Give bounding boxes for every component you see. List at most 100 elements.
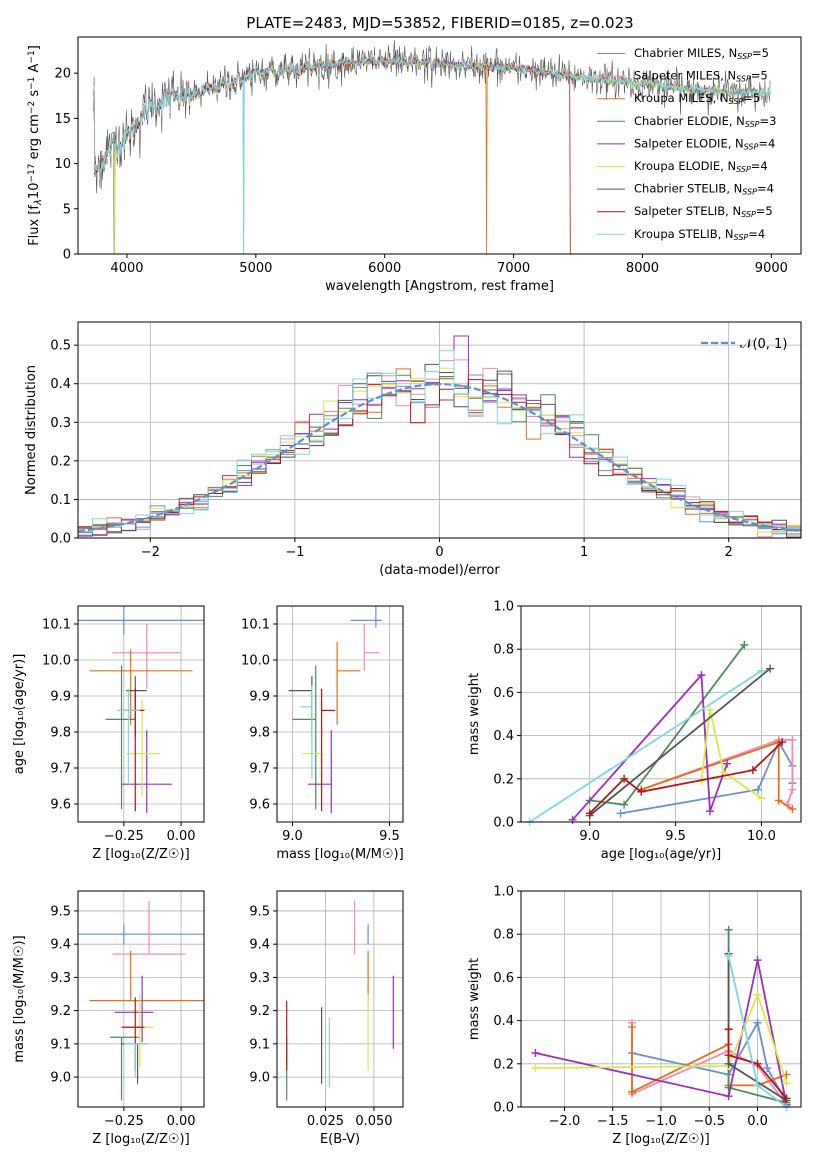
axes-frame xyxy=(520,890,802,1108)
x-tick-label: 0.050 xyxy=(355,1114,392,1129)
legend-subscript: SSP xyxy=(745,120,760,129)
legend-entry-salpeter-elodie: Salpeter ELODIE, NSSP=4 xyxy=(634,136,775,151)
y-axis-label-part: s xyxy=(27,90,42,101)
x-axis-label: age [log₁₀(age/yr)] xyxy=(601,847,722,862)
y-tick-label: 9.9 xyxy=(249,690,270,705)
x-tick-label: 7000 xyxy=(497,261,530,276)
y-tick-label: 10.0 xyxy=(42,654,71,669)
weight-marker-salpeter-miles xyxy=(788,735,797,744)
x-tick-label: 0.025 xyxy=(307,1114,344,1129)
x-tick-label: −1.5 xyxy=(597,1114,629,1129)
weight-marker-salpeter-stelib xyxy=(782,1094,791,1103)
weight-marker-salpeter-stelib xyxy=(724,1051,733,1060)
weight-marker-chabrier-miles xyxy=(753,1018,762,1027)
x-tick-label: 6000 xyxy=(368,261,401,276)
y-tick-label: 1.0 xyxy=(493,885,514,900)
y-tick-label: 9.8 xyxy=(50,726,71,741)
weight-line-kroupa-stelib xyxy=(529,670,762,822)
histogram-kroupa-stelib xyxy=(78,350,801,533)
weight-marker-salpeter-elodie xyxy=(531,1049,540,1057)
y-tick-label: 0.5 xyxy=(50,339,71,354)
weight-marker-kroupa-miles xyxy=(628,1087,637,1096)
legend-count: =5 xyxy=(756,204,773,218)
y-axis-label-part: λ xyxy=(33,199,44,206)
y-tick-label: 9.5 xyxy=(50,904,71,919)
legend-text: Kroupa ELODIE, N xyxy=(634,159,736,173)
weight-marker-salpeter-stelib xyxy=(620,774,629,783)
x-tick-label: 10.0 xyxy=(747,829,776,844)
x-axis-label: E(B-V) xyxy=(320,1132,360,1147)
legend-count: =4 xyxy=(757,182,774,196)
x-tick-label: −0.5 xyxy=(693,1114,725,1129)
y-tick-label: 9.3 xyxy=(50,971,71,986)
weight-marker-salpeter-stelib xyxy=(753,1059,762,1068)
weight-marker-kroupa-elodie xyxy=(705,705,714,714)
x-tick-label: 8000 xyxy=(626,261,659,276)
weight-marker-chabrier-miles xyxy=(616,809,625,818)
weight-marker-chabrier-miles xyxy=(763,1064,772,1073)
mass-vs-ebv-panel: 0.025 0.050 9.0 9.1 9.2 9.3 9.4 9.5 E(B-V) xyxy=(249,890,404,1147)
legend-count: =4 xyxy=(758,136,775,150)
x-tick-label: −2.0 xyxy=(549,1114,581,1129)
y-tick-label: 0.2 xyxy=(50,454,71,469)
x-tick-label: 9.0 xyxy=(579,829,600,844)
x-tick-label: 0.00 xyxy=(167,1114,196,1129)
weight-line-kroupa-elodie xyxy=(700,709,763,799)
y-tick-label: 0.1 xyxy=(50,493,71,508)
legend-entry-normal: 𝒩(0, 1) xyxy=(740,337,787,352)
y-tick-label: 9.8 xyxy=(249,726,270,741)
legend-entry-chabrier-elodie: Chabrier ELODIE, NSSP=3 xyxy=(634,114,776,129)
legend-entry-salpeter-miles: Salpeter MILES, NSSP=5 xyxy=(634,69,768,84)
y-tick-label: 9.3 xyxy=(249,971,270,986)
x-tick-label: 0 xyxy=(435,545,443,560)
legend-subscript: SSP xyxy=(744,142,759,151)
y-tick-label: 0.0 xyxy=(493,1101,514,1116)
legend-count: =3 xyxy=(760,114,777,128)
y-tick-label: 9.5 xyxy=(249,904,270,919)
y-tick-label: 0.6 xyxy=(493,971,514,986)
legend-text: Salpeter STELIB, N xyxy=(634,204,741,218)
y-axis-label: Normed distribution xyxy=(24,365,39,495)
y-tick-label: 0.6 xyxy=(493,686,514,701)
spectrum-panel: 4000 5000 6000 7000 8000 9000 0 5 10 15 20 waveleng… xyxy=(27,36,802,294)
legend-text: Salpeter ELODIE, N xyxy=(634,136,744,150)
x-tick-label: 9.5 xyxy=(665,829,686,844)
y-tick-label: 5 xyxy=(63,202,71,217)
y-tick-label: 9.6 xyxy=(50,798,71,813)
weight-marker-kroupa-miles xyxy=(774,796,783,805)
axes-frame xyxy=(77,605,205,823)
x-axis-label: Z [log₁₀(Z/Z☉)] xyxy=(612,1132,709,1147)
x-tick-label: 0.0 xyxy=(747,1114,768,1129)
x-tick-label: 2 xyxy=(725,545,733,560)
y-tick-label: 9.2 xyxy=(50,1004,71,1019)
y-axis-label-part: −1 xyxy=(27,77,37,90)
y-tick-label: 9.7 xyxy=(50,762,71,777)
weight-marker-kroupa-miles xyxy=(788,805,797,814)
y-tick-label: 0.2 xyxy=(493,1057,514,1072)
weight-marker-chabrier-elodie xyxy=(620,800,629,809)
legend-subscript: SSP xyxy=(742,188,757,197)
weight-line-kroupa-elodie xyxy=(535,992,788,1084)
x-tick-label: −1 xyxy=(285,545,304,560)
legend-entry-kroupa-stelib: Kroupa STELIB, NSSP=4 xyxy=(634,227,765,242)
weight-marker-salpeter-stelib xyxy=(637,787,646,796)
axes-frame xyxy=(77,890,205,1108)
y-tick-label: 0 xyxy=(63,248,71,263)
x-axis-label: mass [log₁₀(M/M☉)] xyxy=(276,847,403,862)
y-axis-label-part: A xyxy=(27,63,42,76)
weight-marker-salpeter-elodie xyxy=(705,807,714,816)
y-tick-label: 10.1 xyxy=(241,618,270,633)
y-tick-label: 9.1 xyxy=(249,1037,270,1052)
weight-marker-chabrier-elodie xyxy=(740,640,749,649)
axes-frame xyxy=(77,36,802,255)
x-tick-label: 5000 xyxy=(239,261,272,276)
legend-count: =4 xyxy=(751,159,768,173)
legend-entry-chabrier-stelib: Chabrier STELIB, NSSP=4 xyxy=(634,182,774,197)
x-tick-label: −2 xyxy=(141,545,160,560)
weight-marker-salpeter-elodie xyxy=(753,956,762,965)
y-axis-label-part: −17 xyxy=(27,164,37,183)
legend-text: Chabrier STELIB, N xyxy=(634,182,742,196)
x-axis-label: Z [log₁₀(Z/Z☉)] xyxy=(92,1132,189,1147)
y-tick-label: 15 xyxy=(54,112,71,127)
y-tick-label: 9.1 xyxy=(50,1037,71,1052)
